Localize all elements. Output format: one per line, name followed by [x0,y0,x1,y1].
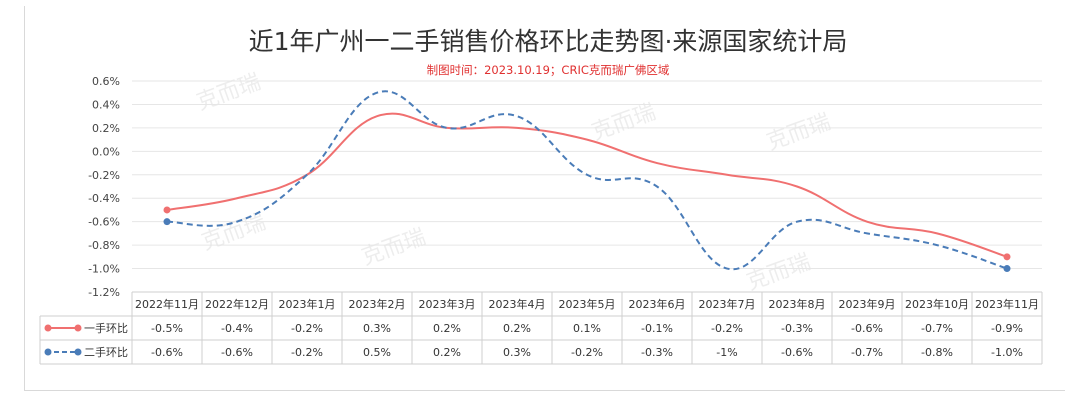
table-value: -0.5% [151,322,183,335]
y-tick-label: -1.2% [88,286,120,299]
table-value: -0.2% [291,346,323,359]
watermark-text: 克而瑞 [764,110,835,156]
watermark-text: 克而瑞 [744,250,815,296]
table-value: 0.3% [503,346,531,359]
y-tick-label: 0.4% [92,98,120,111]
watermark-text: 克而瑞 [359,225,430,271]
table-value: -0.2% [571,346,603,359]
legend-swatch-marker [44,348,52,356]
series-1-point [163,206,171,214]
y-tick-label: -0.2% [88,169,120,182]
series-2-point [1003,265,1011,273]
x-tick-label: 2023年1月 [279,297,336,311]
table-value: -0.3% [781,322,813,335]
y-tick-label: -0.8% [88,239,120,252]
x-tick-label: 2023年7月 [699,297,756,311]
table-value: -0.6% [781,346,813,359]
table-value: 0.3% [363,322,391,335]
x-tick-label: 2022年11月 [135,297,199,311]
x-tick-label: 2023年2月 [349,297,406,311]
table-value: -0.3% [641,346,673,359]
series-line-2 [166,90,1008,271]
y-tick-label: -0.6% [88,216,120,229]
chart-subtitle: 制图时间：2023.10.19；CRIC克而瑞广佛区域 [427,63,670,77]
chart-frame [24,6,1065,391]
x-tick-label: 2023年5月 [559,297,616,311]
x-tick-label: 2023年6月 [629,297,686,311]
table-value: -0.8% [921,346,953,359]
table-value: -0.7% [921,322,953,335]
table-value: -0.6% [221,346,253,359]
y-tick-label: -1.0% [88,263,120,276]
table-value: -0.1% [641,322,673,335]
y-tick-label: 0.6% [92,75,120,88]
y-tick-label: 0.0% [92,145,120,158]
y-tick-label: -0.4% [88,192,120,205]
table-value: -0.2% [711,322,743,335]
legend-swatch-marker [74,324,82,332]
chart-title: 近1年广州一二手销售价格环比走势图·来源国家统计局 [249,27,848,56]
table-value: 0.2% [433,322,461,335]
table-value: -0.4% [221,322,253,335]
y-tick-label: 0.2% [92,122,120,135]
watermark-text: 克而瑞 [194,70,265,116]
x-tick-label: 2023年9月 [839,297,896,311]
watermark-text: 克而瑞 [199,210,270,256]
legend-swatch-marker [74,348,82,356]
table-value: -0.7% [851,346,883,359]
series-line-1 [166,112,1008,258]
table-value: 0.2% [503,322,531,335]
legend-label: 二手环比 [84,345,128,359]
watermark-text: 克而瑞 [589,100,660,146]
x-tick-label: 2022年12月 [205,297,269,311]
x-tick-label: 2023年11月 [975,297,1039,311]
x-tick-label: 2023年10月 [905,297,969,311]
table-value: 0.5% [363,346,391,359]
x-tick-label: 2023年8月 [769,297,826,311]
table-value: -1.0% [991,346,1023,359]
table-value: -0.6% [151,346,183,359]
series-2-point [163,218,171,226]
table-value: -0.6% [851,322,883,335]
table-value: -0.2% [291,322,323,335]
x-tick-label: 2023年4月 [489,297,546,311]
table-value: 0.2% [433,346,461,359]
legend-label: 一手环比 [84,321,128,335]
series-1-point [1003,253,1011,261]
legend-swatch-marker [44,324,52,332]
table-value: -0.9% [991,322,1023,335]
x-tick-label: 2023年3月 [419,297,476,311]
table-value: -1% [716,346,737,359]
table-value: 0.1% [573,322,601,335]
